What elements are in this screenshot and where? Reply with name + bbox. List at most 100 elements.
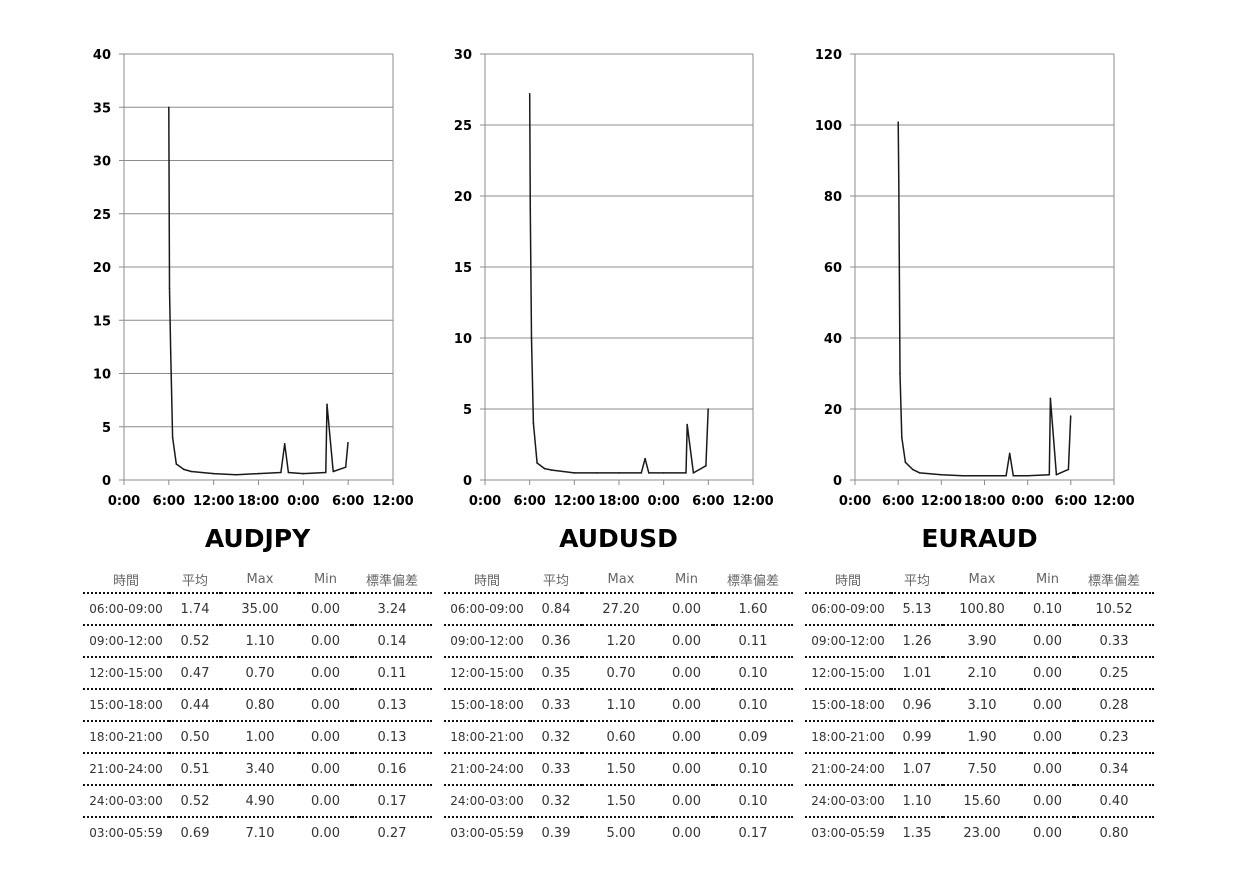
cell-max: 2.10 [943, 656, 1021, 689]
cell-mean: 5.13 [891, 592, 943, 625]
data-point [287, 471, 290, 474]
cell-min: 0.00 [660, 624, 713, 657]
cell-mean: 0.84 [530, 592, 582, 625]
y-tick-label: 0 [833, 474, 842, 489]
cell-max: 1.20 [582, 624, 660, 657]
cell-min: 0.00 [660, 688, 713, 721]
data-point [347, 441, 349, 444]
y-tick-label: 100 [815, 119, 842, 134]
y-tick-label: 20 [93, 261, 111, 276]
data-point [171, 436, 174, 439]
cell-max: 1.90 [943, 720, 1021, 753]
cell-stddev: 0.25 [1074, 656, 1154, 689]
cell-max: 7.10 [221, 816, 299, 848]
cell-time: 09:00-12:00 [83, 624, 169, 657]
spread-series-line [528, 93, 709, 474]
cell-min: 0.00 [299, 688, 352, 721]
data-point [543, 467, 546, 470]
data-point [169, 351, 172, 354]
table-row: 15:00-18:00 0.44 0.80 0.00 0.13 [83, 688, 432, 721]
data-point [919, 472, 921, 474]
table-row: 21:00-24:00 0.33 1.50 0.00 0.10 [444, 752, 793, 785]
cell-time: 06:00-09:00 [444, 592, 530, 625]
column-header-min: Min [1035, 571, 1060, 587]
stats-table-audjpy: 時間 平均 Max Min 標準偏差 06:00-09:00 1.74 35.00 0.00 3… [83, 566, 432, 848]
cell-stddev: 0.28 [1074, 688, 1154, 721]
cell-mean: 0.52 [169, 624, 221, 657]
cell-stddev: 0.10 [713, 688, 793, 721]
cell-mean: 1.26 [891, 624, 943, 657]
table-row: 24:00-03:00 1.10 15.60 0.00 0.40 [805, 784, 1154, 817]
cell-time: 24:00-03:00 [83, 784, 169, 817]
data-point [1012, 474, 1015, 477]
cell-max: 15.60 [943, 784, 1021, 817]
cell-time: 12:00-15:00 [444, 656, 530, 689]
cell-mean: 1.74 [169, 592, 221, 625]
data-point [662, 472, 665, 474]
table-row: 18:00-21:00 0.32 0.60 0.00 0.09 [444, 720, 793, 753]
cell-max: 1.50 [582, 752, 660, 785]
cell-mean: 0.32 [530, 784, 582, 817]
cell-min: 0.00 [1021, 784, 1074, 817]
cell-stddev: 0.10 [713, 656, 793, 689]
data-point [332, 470, 335, 473]
cell-stddev: 0.13 [352, 688, 432, 721]
cell-max: 27.20 [582, 592, 660, 625]
cell-min: 0.00 [299, 720, 352, 753]
y-tick-label: 80 [824, 190, 842, 205]
cell-mean: 1.35 [891, 816, 943, 848]
x-tick-label: 0:00 [839, 494, 871, 509]
cell-stddev: 1.60 [713, 592, 793, 625]
cell-stddev: 0.10 [713, 752, 793, 785]
cell-max: 1.50 [582, 784, 660, 817]
data-point [175, 463, 178, 465]
cell-min: 0.00 [299, 752, 352, 785]
cell-min: 0.00 [660, 656, 713, 689]
cell-time: 24:00-03:00 [444, 784, 530, 817]
cell-time: 21:00-24:00 [444, 752, 530, 785]
cell-mean: 1.10 [891, 784, 943, 817]
cell-min: 0.00 [1021, 688, 1074, 721]
y-tick-label: 40 [824, 332, 842, 347]
cell-mean: 0.35 [530, 656, 582, 689]
x-tick-label: 0:00 [469, 494, 501, 509]
data-point [551, 469, 553, 471]
x-tick-label: 18:00 [598, 494, 639, 509]
stats-header-row: 時間 平均 Max Min 標準偏差 [805, 566, 1154, 593]
cell-stddev: 0.17 [713, 816, 793, 848]
cell-max: 3.40 [221, 752, 299, 785]
data-point [183, 468, 185, 471]
data-point [529, 209, 532, 211]
cell-max: 4.90 [221, 784, 299, 817]
data-point [528, 93, 531, 95]
cell-time: 03:00-05:59 [83, 816, 169, 848]
x-tick-label: 0:00 [1011, 494, 1043, 509]
x-tick-label: 12:00 [1093, 494, 1134, 509]
y-tick-label: 25 [93, 208, 111, 223]
cell-min: 0.00 [660, 816, 713, 848]
data-point [692, 472, 695, 474]
data-point [898, 181, 900, 183]
x-tick-label: 12:00 [732, 494, 773, 509]
data-point [530, 337, 533, 339]
y-tick-label: 60 [824, 261, 842, 276]
data-point [344, 466, 347, 469]
cell-min: 0.10 [1021, 592, 1074, 625]
cell-time: 18:00-21:00 [805, 720, 891, 753]
data-point [168, 106, 170, 109]
data-point [302, 472, 305, 475]
cell-mean: 0.51 [169, 752, 221, 785]
cell-stddev: 0.14 [352, 624, 432, 657]
table-row: 06:00-09:00 1.74 35.00 0.00 3.24 [83, 592, 432, 625]
data-point [536, 462, 538, 464]
cell-max: 0.60 [582, 720, 660, 753]
data-point [325, 471, 327, 474]
cell-mean: 0.47 [169, 656, 221, 689]
cell-min: 0.00 [1021, 656, 1074, 689]
data-point [685, 472, 687, 474]
column-header-mean: 平均 [903, 573, 930, 589]
y-tick-label: 40 [93, 48, 111, 63]
data-point [648, 472, 650, 474]
column-header-max: Max [607, 571, 635, 587]
column-header-min: Min [674, 571, 699, 587]
